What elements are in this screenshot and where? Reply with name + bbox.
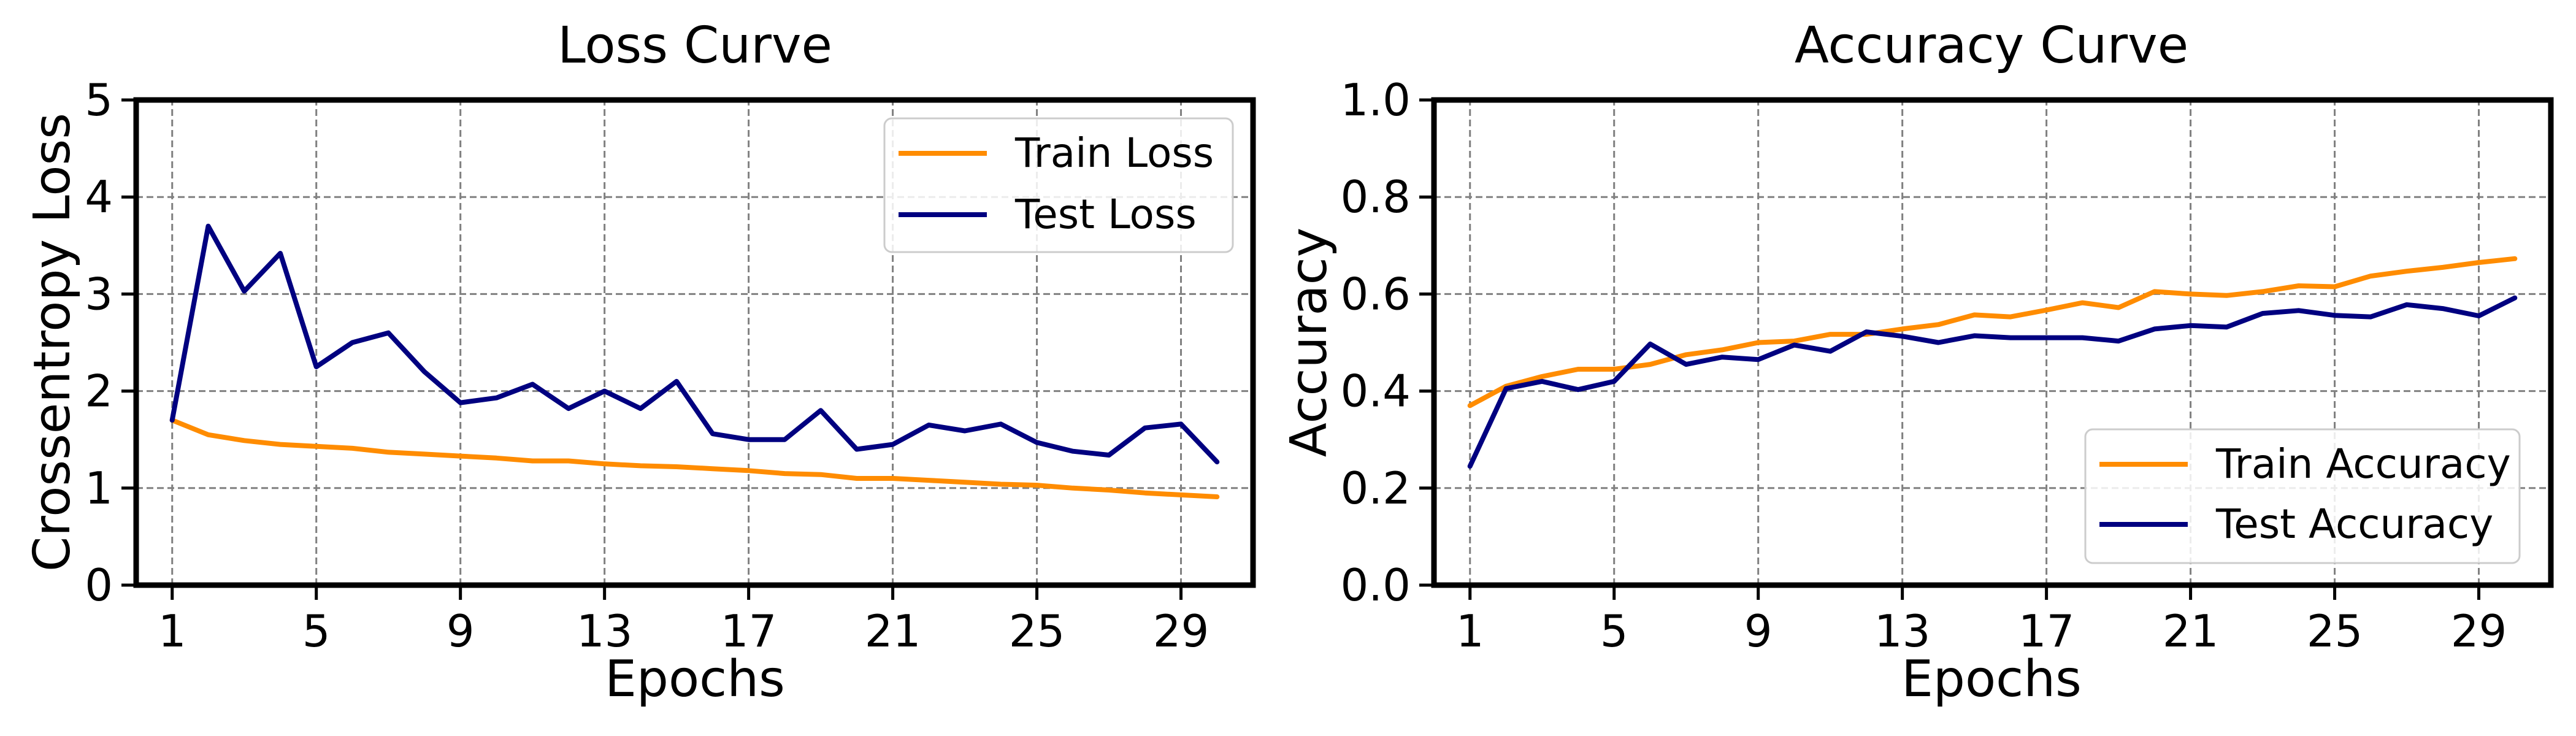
- accuracy-xtick-label: 5: [1600, 605, 1628, 657]
- loss-xtick-label: 25: [1009, 605, 1065, 657]
- accuracy-ylabel: Accuracy: [1280, 228, 1338, 457]
- loss-ytick-label: 0: [85, 559, 113, 611]
- accuracy-legend: Train Accuracy Test Accuracy: [2084, 428, 2521, 564]
- accuracy-xtick-label: 21: [2163, 605, 2219, 657]
- loss-title: Loss Curve: [558, 17, 832, 75]
- accuracy-ytick-label: 0.2: [1340, 462, 1411, 514]
- accuracy-series-train-line: [1467, 256, 2518, 408]
- accuracy-legend-label-train: Train Accuracy: [2215, 440, 2511, 488]
- accuracy-title: Accuracy Curve: [1795, 17, 2188, 75]
- accuracy-xtick-label: 9: [1744, 605, 1773, 657]
- loss-series-test-line: [169, 223, 1220, 465]
- accuracy-ytick-label: 0.0: [1340, 559, 1411, 611]
- loss-plot-frame: [133, 97, 1256, 588]
- accuracy-ytick-label: 0.6: [1340, 268, 1411, 320]
- loss-ytick-label: 1: [85, 462, 113, 514]
- loss-legend: Train Loss Test Loss: [883, 117, 1234, 253]
- loss-ytick-label: 5: [85, 74, 113, 126]
- accuracy-ytick-label: 0.4: [1340, 366, 1411, 417]
- loss-xtick-label: 29: [1153, 605, 1209, 657]
- loss-xtick-label: 1: [158, 605, 186, 657]
- accuracy-ytick-label: 1.0: [1340, 74, 1411, 126]
- accuracy-xtick-label: 17: [2018, 605, 2075, 657]
- loss-xtick-label: 5: [302, 605, 331, 657]
- accuracy-plot-frame: [1431, 97, 2554, 588]
- loss-legend-label-train: Train Loss: [1014, 129, 1214, 177]
- accuracy-series: [1467, 256, 2518, 469]
- accuracy-legend-box: [2084, 428, 2521, 564]
- loss-xtick-label: 9: [447, 605, 475, 657]
- loss-legend-label-test: Test Loss: [1014, 191, 1197, 238]
- accuracy-xtick-label: 29: [2451, 605, 2507, 657]
- loss-ytick-label: 4: [85, 171, 113, 223]
- accuracy-legend-label-test: Test Accuracy: [2215, 500, 2493, 548]
- loss-xtick-label: 17: [721, 605, 777, 657]
- loss-xtick-label: 13: [577, 605, 633, 657]
- loss-ytick-label: 2: [85, 366, 113, 417]
- accuracy-xlabel: Epochs: [1901, 650, 2082, 708]
- loss-xtick-label: 21: [865, 605, 921, 657]
- loss-ylabel: Crossentropy Loss: [23, 113, 82, 572]
- loss-series: [169, 223, 1220, 499]
- loss-ytick-label: 3: [85, 268, 113, 320]
- loss-xlabel: Epochs: [605, 650, 785, 708]
- accuracy-xtick-label: 25: [2307, 605, 2363, 657]
- accuracy-ticks: 0.0 0.2 0.4 0.6 0.8 1.0 1 5 9 13 17 21 25 29: [1340, 74, 2507, 657]
- loss-series-train-line: [169, 418, 1220, 499]
- accuracy-ytick-label: 0.8: [1340, 171, 1411, 223]
- accuracy-xtick-label: 13: [1874, 605, 1931, 657]
- accuracy-panel: Accuracy Curve 0.0 0.2 0.4 0.6 0.8 1.0 1 5 9 13 17…: [1280, 17, 2554, 708]
- accuracy-series-test-line: [1467, 295, 2518, 469]
- accuracy-xtick-label: 1: [1456, 605, 1484, 657]
